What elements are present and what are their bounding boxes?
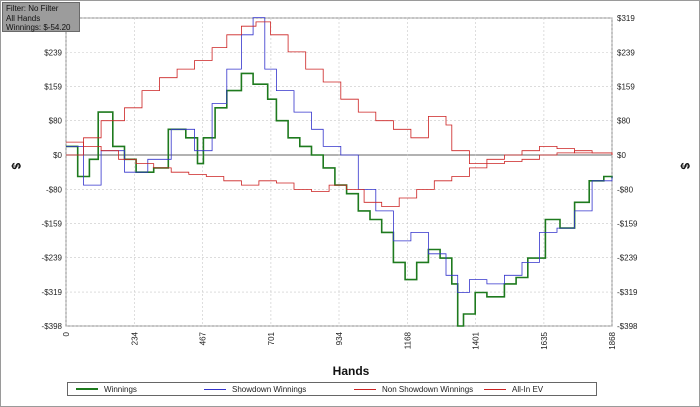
series-line-showdown-winnings [66, 17, 613, 293]
y-tick-label-left: $159 [44, 83, 62, 92]
y-tick-label-left: $0 [53, 151, 62, 160]
y-tick-label-left: -$319 [42, 288, 63, 297]
x-tick-label: 0 [62, 331, 71, 336]
hands-label: All Hands [6, 13, 41, 23]
y-tick-label-right: $0 [617, 151, 626, 160]
legend-label: Non Showdown Winnings [382, 384, 474, 394]
y-tick-label-right: -$398 [617, 322, 638, 331]
x-tick-label: 1635 [540, 331, 549, 349]
y-tick-label-right: $239 [617, 48, 635, 57]
y-tick-label-right: $80 [617, 117, 631, 126]
x-tick-label: 234 [130, 331, 139, 345]
series-line-non-showdown-winnings [66, 21, 613, 164]
x-tick-label: 1168 [403, 331, 412, 349]
legend-item: Winnings [76, 383, 137, 395]
grid [65, 17, 613, 327]
filter-info-box: Filter: No Filter All Hands Winnings: $-… [2, 2, 80, 32]
series-group [66, 17, 613, 327]
legend-label: All-In EV [512, 384, 544, 394]
legend-swatch [484, 388, 506, 390]
y-axis-title-left: $ [9, 163, 23, 170]
legend-item: All-In EV [484, 383, 543, 395]
y-tick-label-right: $319 [617, 14, 635, 23]
y-tick-label-left: $239 [44, 48, 62, 57]
series-line-all-in-ev [66, 141, 613, 207]
legend-item: Non Showdown Winnings [354, 383, 473, 395]
filter-label: Filter: No Filter [6, 4, 59, 13]
y-tick-label-left: -$239 [42, 254, 63, 263]
x-tick-label: 1401 [472, 331, 481, 349]
y-tick-label-left: -$159 [42, 219, 63, 228]
legend-swatch [354, 388, 376, 390]
x-tick-label: 701 [267, 331, 276, 345]
legend-label: Showdown Winnings [232, 384, 307, 394]
x-tick-label: 934 [335, 331, 344, 345]
winnings-label: Winnings: $-54.20 [6, 23, 71, 32]
y-tick-label-left: -$398 [42, 322, 63, 331]
y-tick-label-left: -$80 [46, 185, 63, 194]
x-tick-label: 467 [199, 331, 208, 345]
legend-label: Winnings [104, 384, 137, 394]
y-tick-label-right: -$319 [617, 288, 638, 297]
legend-item: Showdown Winnings [204, 383, 306, 395]
x-tick-label: 1868 [608, 331, 617, 349]
y-tick-label-right: -$159 [617, 219, 638, 228]
y-tick-label-right: -$80 [617, 185, 634, 194]
x-axis-title: Hands [333, 364, 370, 378]
y-axis-title-right: $ [678, 163, 692, 170]
y-tick-label-right: -$239 [617, 254, 638, 263]
legend-swatch [76, 388, 98, 390]
y-tick-label-left: $80 [49, 117, 63, 126]
y-tick-label-right: $159 [617, 83, 635, 92]
legend: Winnings Showdown Winnings Non Showdown Wi… [67, 382, 597, 396]
legend-swatch [204, 388, 226, 390]
